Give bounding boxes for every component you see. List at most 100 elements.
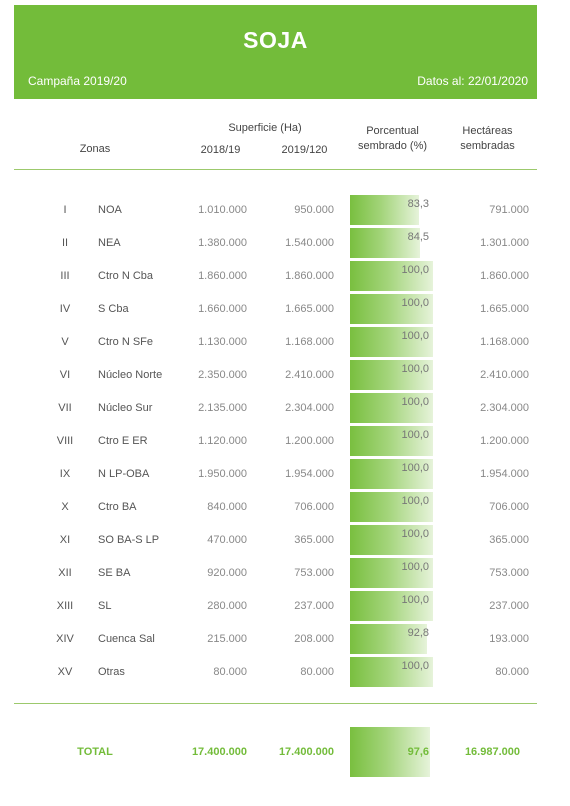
surface-year1: 1.950.000 xyxy=(198,468,247,480)
column-header-hectares: Hectáreas sembradas xyxy=(445,124,530,154)
surface-year2: 753.000 xyxy=(294,567,334,579)
hectares-sown: 1.168.000 xyxy=(480,336,529,348)
table-row: XI SO BA-S LP 470.000 365.000 100,0 365.000 xyxy=(0,524,570,557)
data-date-label: Datos al: 22/01/2020 xyxy=(417,74,528,88)
zone-name: Núcleo Sur xyxy=(98,402,153,414)
zone-name: Ctro N Cba xyxy=(98,270,154,282)
hectares-sown: 753.000 xyxy=(489,567,529,579)
zone-name: Ctro BA xyxy=(98,501,137,513)
table-row: I NOA 1.010.000 950.000 83,3 791.000 xyxy=(0,194,570,227)
percent-bar xyxy=(350,657,433,687)
percent-value: 100,0 xyxy=(401,363,429,375)
percent-value: 100,0 xyxy=(401,594,429,606)
surface-year1: 1.120.000 xyxy=(198,435,247,447)
hectares-sown: 237.000 xyxy=(489,600,529,612)
table-row: XV Otras 80.000 80.000 100,0 80.000 xyxy=(0,656,570,689)
zone-name: S Cba xyxy=(98,303,129,315)
surface-year2: 1.200.000 xyxy=(285,435,334,447)
percent-bar xyxy=(350,591,433,621)
percent-bar xyxy=(350,393,433,423)
column-header-percent-line1: Porcentual xyxy=(366,125,419,137)
percent-value: 100,0 xyxy=(401,462,429,474)
surface-year2: 2.304.000 xyxy=(285,402,334,414)
campaign-label: Campaña 2019/20 xyxy=(28,74,127,88)
percent-value: 100,0 xyxy=(401,495,429,507)
column-header-hectares-line2: sembradas xyxy=(460,140,515,152)
zone-name: NEA xyxy=(98,237,121,249)
surface-year2: 950.000 xyxy=(294,204,334,216)
surface-year2: 237.000 xyxy=(294,600,334,612)
total-label: TOTAL xyxy=(77,746,113,758)
total-surface-year2: 17.400.000 xyxy=(278,746,334,758)
hectares-sown: 80.000 xyxy=(495,666,529,678)
percent-bar xyxy=(350,558,433,588)
column-header-hectares-line1: Hectáreas xyxy=(462,125,513,137)
percent-bar xyxy=(350,261,433,291)
hectares-sown: 2.304.000 xyxy=(480,402,529,414)
total-percent-value: 97,6 xyxy=(407,746,429,758)
surface-year1: 1.380.000 xyxy=(198,237,247,249)
percent-value: 100,0 xyxy=(401,396,429,408)
zone-name: N LP-OBA xyxy=(98,468,150,480)
zone-name: SO BA-S LP xyxy=(98,534,160,546)
zone-number: XIII xyxy=(56,600,74,612)
surface-year1: 1.010.000 xyxy=(198,204,247,216)
surface-year1: 840.000 xyxy=(207,501,247,513)
zone-name: Otras xyxy=(98,666,125,678)
column-header-surface: Superficie (Ha) xyxy=(228,122,302,134)
surface-year1: 470.000 xyxy=(207,534,247,546)
percent-value: 84,5 xyxy=(407,231,429,243)
header-divider xyxy=(14,169,537,170)
table-row: VIII Ctro E ER 1.120.000 1.200.000 100,0 1.20… xyxy=(0,425,570,458)
surface-year1: 2.135.000 xyxy=(198,402,247,414)
zone-number: VIII xyxy=(56,435,74,447)
table-row: IV S Cba 1.660.000 1.665.000 100,0 1.665.000 xyxy=(0,293,570,326)
hectares-sown: 365.000 xyxy=(489,534,529,546)
percent-value: 100,0 xyxy=(401,528,429,540)
surface-year1: 80.000 xyxy=(213,666,247,678)
footer-divider xyxy=(14,703,537,704)
zone-number: XIV xyxy=(56,633,74,645)
zone-number: VI xyxy=(59,369,71,381)
table-row: VI Núcleo Norte 2.350.000 2.410.000 100,0 2.4… xyxy=(0,359,570,392)
column-header-year2: 2019/120 xyxy=(281,144,328,156)
hectares-sown: 706.000 xyxy=(489,501,529,513)
percent-bar xyxy=(350,459,433,489)
zone-name: SE BA xyxy=(98,567,131,579)
table-row: II NEA 1.380.000 1.540.000 84,5 1.301.000 xyxy=(0,227,570,260)
hectares-sown: 1.301.000 xyxy=(480,237,529,249)
page-title: SOJA xyxy=(243,27,308,53)
zone-name: Núcleo Norte xyxy=(98,369,163,381)
surface-year2: 208.000 xyxy=(294,633,334,645)
total-row: TOTAL 17.400.000 17.400.000 97,6 16.987.… xyxy=(0,727,570,777)
hectares-sown: 2.410.000 xyxy=(480,369,529,381)
column-header-zones: Zonas xyxy=(79,143,111,155)
zone-number: I xyxy=(63,204,67,216)
percent-value: 100,0 xyxy=(401,429,429,441)
percent-value: 100,0 xyxy=(401,297,429,309)
percent-value: 100,0 xyxy=(401,660,429,672)
surface-year1: 1.860.000 xyxy=(198,270,247,282)
percent-bar xyxy=(350,327,433,357)
zone-name: Ctro N SFe xyxy=(98,336,154,348)
percent-bar xyxy=(350,492,433,522)
surface-year2: 1.540.000 xyxy=(285,237,334,249)
hectares-sown: 193.000 xyxy=(489,633,529,645)
zone-number: V xyxy=(61,336,69,348)
zone-name: Cuenca Sal xyxy=(98,633,155,645)
surface-year2: 706.000 xyxy=(294,501,334,513)
hectares-sown: 1.954.000 xyxy=(480,468,529,480)
zone-number: VII xyxy=(58,402,72,414)
title-banner: SOJA Campaña 2019/20 Datos al: 22/01/202… xyxy=(14,5,537,99)
total-hectares: 16.987.000 xyxy=(464,746,520,758)
percent-value: 83,3 xyxy=(407,198,429,210)
surface-year1: 280.000 xyxy=(207,600,247,612)
surface-year2: 2.410.000 xyxy=(285,369,334,381)
surface-year2: 80.000 xyxy=(300,666,334,678)
hectares-sown: 791.000 xyxy=(489,204,529,216)
table-row: III Ctro N Cba 1.860.000 1.860.000 100,0 1.86… xyxy=(0,260,570,293)
hectares-sown: 1.665.000 xyxy=(480,303,529,315)
column-header-percent: Porcentual sembrado (%) xyxy=(345,124,440,154)
column-header-year1: 2018/19 xyxy=(200,144,241,156)
zone-number: XV xyxy=(57,666,73,678)
